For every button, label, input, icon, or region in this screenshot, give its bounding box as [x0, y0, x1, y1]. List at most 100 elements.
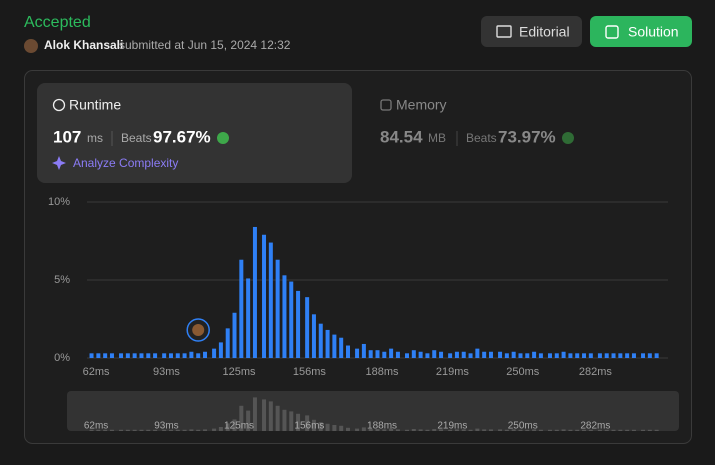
bar[interactable]: [611, 353, 616, 358]
x-tick-label: 62ms: [83, 366, 110, 378]
bar[interactable]: [405, 353, 410, 358]
bar[interactable]: [212, 348, 217, 358]
bar[interactable]: [525, 353, 530, 358]
bar[interactable]: [418, 351, 423, 358]
bar[interactable]: [395, 351, 400, 358]
bar[interactable]: [168, 353, 173, 358]
mini-bar: [146, 429, 151, 431]
sparkle-icon: [52, 156, 66, 170]
bar[interactable]: [268, 242, 273, 358]
bar[interactable]: [119, 353, 124, 358]
bar[interactable]: [538, 353, 543, 358]
bar[interactable]: [175, 353, 180, 358]
mini-bar: [568, 429, 573, 431]
bar[interactable]: [282, 275, 287, 358]
bar[interactable]: [332, 334, 337, 358]
bar[interactable]: [518, 353, 523, 358]
bar[interactable]: [425, 353, 430, 358]
bar[interactable]: [218, 342, 223, 358]
bar[interactable]: [389, 348, 394, 358]
bar[interactable]: [498, 351, 503, 358]
bar[interactable]: [625, 353, 630, 358]
bar[interactable]: [355, 348, 360, 358]
edit-icon: [605, 25, 619, 39]
mini-bar: [582, 429, 587, 431]
bar[interactable]: [103, 353, 108, 358]
bar[interactable]: [125, 353, 130, 358]
bar[interactable]: [162, 353, 167, 358]
mini-bar: [432, 429, 437, 431]
bar[interactable]: [325, 329, 330, 358]
bar[interactable]: [232, 312, 237, 358]
bar[interactable]: [597, 353, 602, 358]
bar[interactable]: [311, 314, 316, 358]
bar[interactable]: [432, 350, 437, 358]
bar[interactable]: [153, 353, 158, 358]
bar[interactable]: [196, 353, 201, 358]
bar[interactable]: [262, 234, 267, 358]
bar[interactable]: [345, 345, 350, 358]
memory-card[interactable]: Memory 84.54 MB Beats 73.97%: [380, 97, 574, 147]
bar[interactable]: [448, 353, 453, 358]
bar[interactable]: [368, 350, 373, 358]
bar[interactable]: [109, 353, 114, 358]
bar[interactable]: [96, 353, 101, 358]
mini-bar: [232, 419, 237, 431]
bar[interactable]: [239, 259, 244, 358]
bar[interactable]: [305, 297, 310, 358]
range-slider[interactable]: [67, 391, 679, 431]
bar[interactable]: [588, 353, 593, 358]
bar[interactable]: [289, 281, 294, 358]
bar[interactable]: [575, 353, 580, 358]
mini-bar: [196, 429, 201, 431]
bar[interactable]: [296, 290, 301, 358]
bar[interactable]: [361, 343, 366, 358]
editorial-button[interactable]: Editorial: [481, 16, 582, 47]
bar[interactable]: [89, 353, 94, 358]
bar[interactable]: [252, 226, 257, 358]
bar[interactable]: [439, 351, 444, 358]
mini-bar: [361, 427, 366, 431]
bar[interactable]: [339, 337, 344, 358]
bar[interactable]: [468, 353, 473, 358]
user-name[interactable]: Alok Khansali: [44, 38, 123, 52]
bar[interactable]: [482, 351, 487, 358]
bar[interactable]: [568, 353, 573, 358]
bar[interactable]: [146, 353, 151, 358]
bar[interactable]: [582, 353, 587, 358]
bar[interactable]: [246, 278, 251, 358]
bar[interactable]: [647, 353, 652, 358]
bar[interactable]: [203, 351, 208, 358]
bar[interactable]: [561, 351, 566, 358]
analyze-link[interactable]: Analyze Complexity: [73, 156, 178, 170]
bar[interactable]: [382, 351, 387, 358]
runtime-card[interactable]: Runtime 107 ms Beats 97.67% Analyze Comp…: [37, 83, 352, 183]
bar[interactable]: [504, 353, 509, 358]
bar[interactable]: [475, 348, 480, 358]
bar[interactable]: [554, 353, 559, 358]
bar[interactable]: [454, 351, 459, 358]
bar[interactable]: [488, 351, 493, 358]
bar[interactable]: [631, 353, 636, 358]
solution-button[interactable]: Solution: [590, 16, 692, 47]
bar[interactable]: [411, 350, 416, 358]
mini-tick-label: 282ms: [580, 421, 610, 432]
bar[interactable]: [618, 353, 623, 358]
bar[interactable]: [182, 353, 187, 358]
bar[interactable]: [132, 353, 137, 358]
bar[interactable]: [641, 353, 646, 358]
bar[interactable]: [225, 328, 230, 358]
bar[interactable]: [654, 353, 659, 358]
button-label: Solution: [628, 24, 679, 40]
bar[interactable]: [604, 353, 609, 358]
bar[interactable]: [189, 351, 194, 358]
bar[interactable]: [511, 351, 516, 358]
bar[interactable]: [318, 323, 323, 358]
bar[interactable]: [547, 353, 552, 358]
bar[interactable]: [275, 259, 280, 358]
mini-bar: [547, 429, 552, 431]
bar[interactable]: [375, 350, 380, 358]
bar[interactable]: [532, 351, 537, 358]
bar[interactable]: [139, 353, 144, 358]
bar[interactable]: [461, 351, 466, 358]
